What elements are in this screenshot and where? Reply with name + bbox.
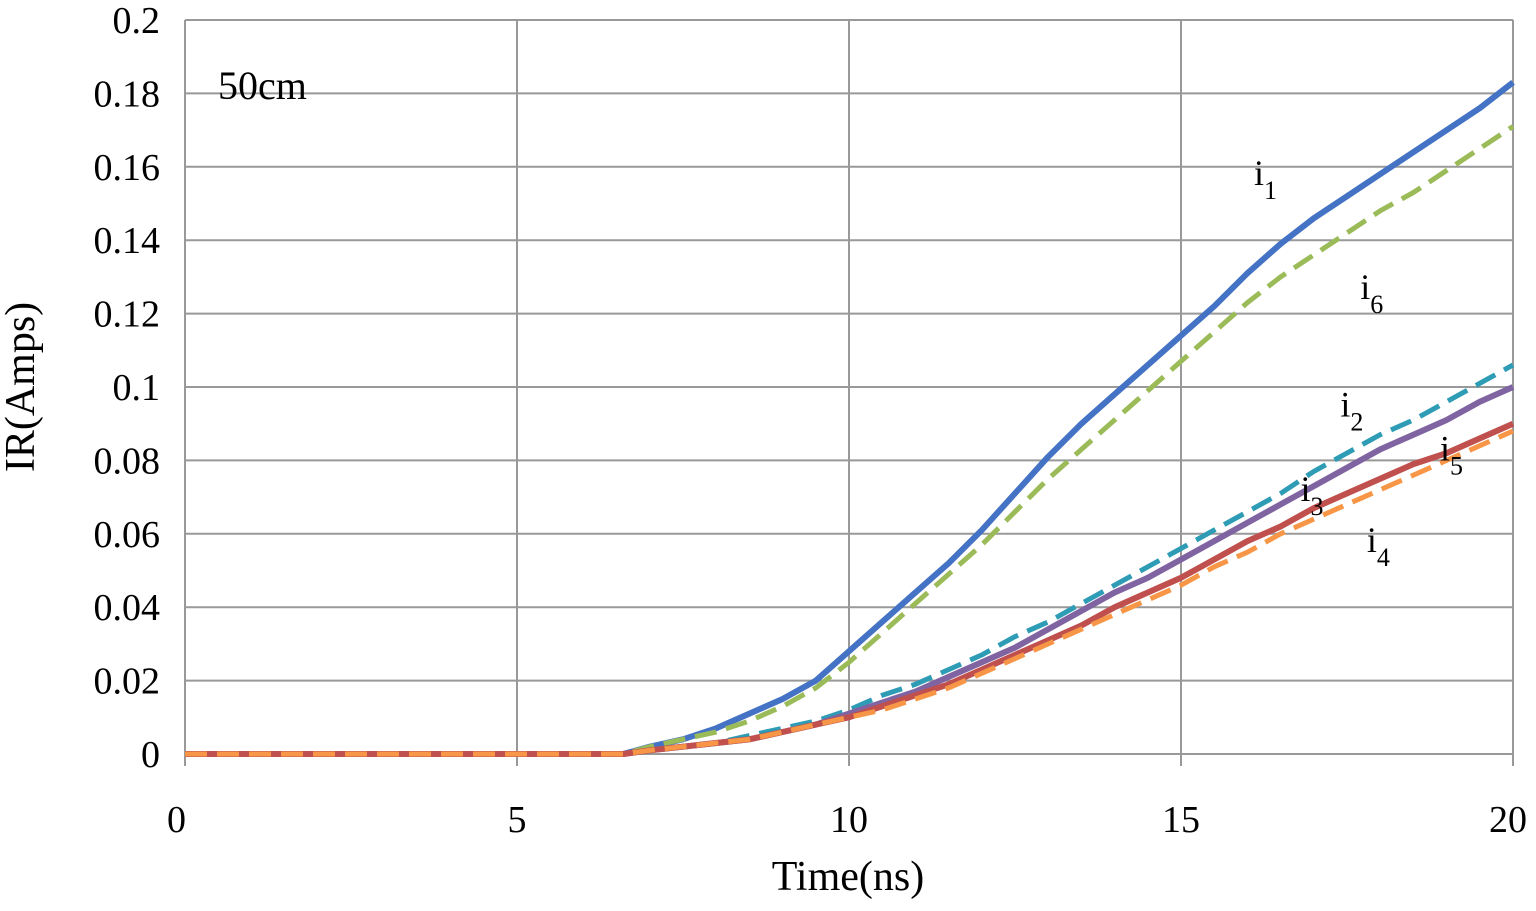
series-label-subscript: 6 [1370,290,1383,319]
series-label-main: i [1301,469,1311,509]
y-tick-label: 0.1 [113,367,161,409]
y-tick-label: 0.02 [94,661,161,703]
x-tick-label: 20 [1489,799,1527,841]
series-label-subscript: 2 [1350,407,1363,436]
series-label-subscript: 1 [1264,176,1277,205]
series-line-i4 [185,428,1515,757]
series-label-i5: i5 [1440,428,1463,480]
series-layer [185,80,1515,757]
series-label-main: i [1340,384,1350,424]
x-tick-label: 0 [167,799,186,841]
series-label-i3: i3 [1301,469,1324,521]
series-label-main: i [1254,153,1264,193]
series-label-subscript: 5 [1450,451,1463,480]
series-label-i4: i4 [1367,520,1390,572]
x-axis-title: Time(ns) [772,854,924,900]
y-tick-label: 0.04 [94,587,161,629]
series-label-main: i [1360,267,1370,307]
series-label-main: i [1367,520,1377,560]
y-tick-label: 0.08 [94,440,161,482]
series-line-i6 [185,124,1515,757]
x-tick-label: 10 [830,799,868,841]
tick-labels: 0 0.02 0.04 0.06 0.08 0.1 0.12 0.14 0.16 0.18 0.2 0… [94,0,1528,841]
x-tick-label: 15 [1162,799,1200,841]
x-tick-label: 5 [508,799,527,841]
y-tick-label: 0.16 [94,147,161,189]
series-label-subscript: 4 [1377,543,1390,572]
y-axis-title: IR(Amps) [0,302,44,472]
grid [184,19,1514,766]
series-label-subscript: 3 [1311,492,1324,521]
series-label-i2: i2 [1340,384,1363,436]
series-label-i1: i1 [1254,153,1277,205]
series-label-main: i [1440,428,1450,468]
y-tick-label: 0 [141,734,160,776]
series-label-i6: i6 [1360,267,1383,319]
y-tick-label: 0.2 [113,0,161,42]
y-tick-label: 0.06 [94,514,161,556]
y-tick-label: 0.14 [94,220,161,262]
series-line-i1 [185,80,1515,757]
annotation-50cm: 50cm [218,63,307,108]
y-tick-label: 0.18 [94,73,161,115]
y-tick-label: 0.12 [94,294,161,336]
